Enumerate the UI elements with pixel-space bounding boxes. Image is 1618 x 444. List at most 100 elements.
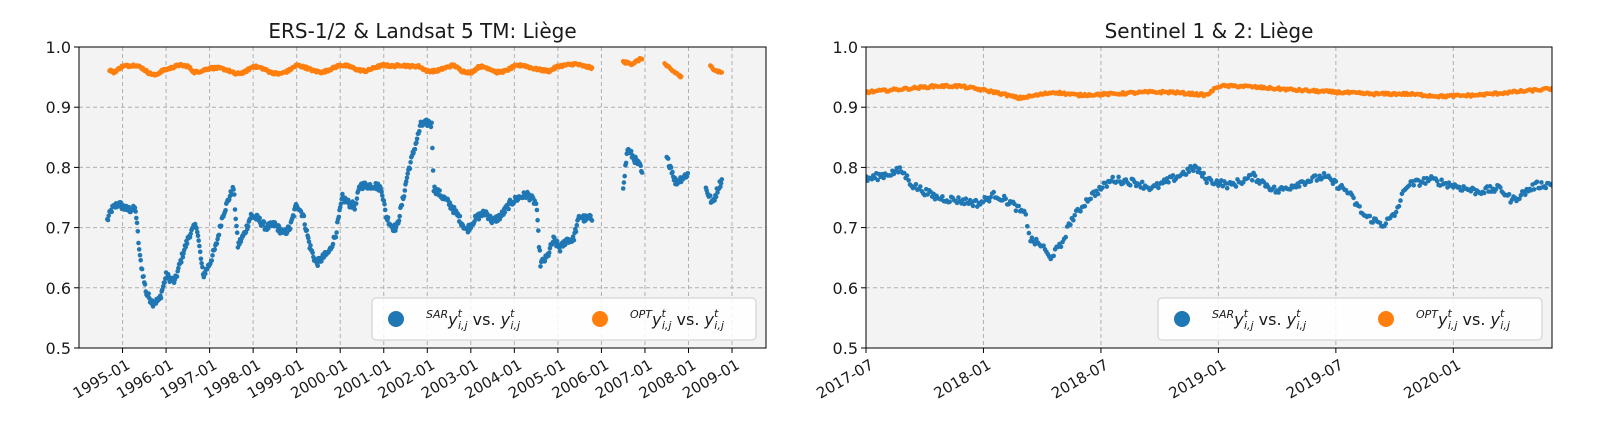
data-point-sar (1128, 183, 1133, 188)
data-point-sar (1555, 180, 1560, 185)
data-point-sar (571, 237, 577, 243)
data-point-sar (1583, 182, 1588, 187)
data-point-sar (200, 264, 205, 270)
data-point-sar (162, 280, 167, 285)
data-point-sar (573, 229, 579, 235)
data-point-sar (105, 217, 111, 223)
data-point-sar (542, 258, 548, 264)
y-tick-label: 1.0 (833, 38, 858, 57)
data-point-sar (337, 205, 343, 210)
data-point-sar (1577, 180, 1582, 185)
data-point-opt (719, 70, 725, 75)
data-point-sar (570, 234, 576, 239)
data-point-sar (1554, 182, 1559, 187)
data-point-sar (382, 201, 387, 207)
data-point-sar (142, 282, 148, 287)
data-point-sar (1072, 213, 1077, 218)
data-point-sar (212, 247, 217, 252)
data-point-sar (1586, 183, 1591, 188)
data-point-sar (1592, 185, 1597, 190)
data-point-sar (302, 222, 308, 227)
data-point-opt (1586, 84, 1591, 89)
data-point-opt (1601, 83, 1606, 88)
data-point-sar (476, 217, 482, 222)
data-point-sar (536, 228, 541, 233)
data-point-sar (1579, 182, 1584, 187)
data-point-sar (381, 198, 387, 203)
data-point-sar (534, 207, 540, 213)
data-point-sar (380, 193, 385, 198)
data-point-sar (430, 145, 435, 151)
data-point-sar (970, 203, 976, 209)
data-point-sar (1383, 221, 1389, 226)
data-point-opt (1579, 85, 1584, 90)
data-point-sar (1531, 187, 1537, 192)
data-point-sar (109, 209, 114, 215)
legend-marker-opt (592, 311, 608, 327)
data-point-sar (1016, 203, 1021, 209)
data-point-opt (1599, 83, 1604, 88)
data-point-sar (412, 146, 418, 152)
data-point-sar (1393, 209, 1399, 215)
data-point-opt (1605, 83, 1610, 88)
y-tick-label: 0.7 (833, 219, 858, 238)
data-point-sar (306, 239, 312, 245)
data-point-sar (401, 194, 407, 199)
data-point-sar (1561, 184, 1566, 189)
data-point-opt (1598, 82, 1603, 87)
data-point-sar (1214, 178, 1220, 183)
chart-title: Sentinel 1 & 2: Liège (1105, 19, 1314, 43)
data-point-sar (397, 213, 403, 219)
data-point-sar (621, 180, 627, 185)
x-tick-label: 2018-07 (1048, 356, 1111, 403)
data-point-opt (1567, 84, 1572, 89)
data-point-sar (1104, 184, 1110, 189)
data-point-sar (1191, 168, 1196, 173)
data-point-sar (1434, 178, 1440, 184)
data-point-sar (184, 241, 190, 246)
data-point-sar (1498, 185, 1503, 190)
data-point-opt (1571, 86, 1576, 91)
data-point-sar (1201, 170, 1206, 176)
data-point-sar (231, 187, 236, 192)
data-point-sar (1599, 183, 1604, 188)
data-point-sar (429, 120, 434, 126)
data-point-sar (973, 197, 979, 203)
data-point-sar (1088, 196, 1093, 202)
data-point-sar (1333, 179, 1339, 184)
data-point-sar (1580, 180, 1585, 185)
data-point-sar (506, 206, 511, 212)
data-point-sar (1543, 185, 1549, 191)
data-point-sar (1204, 180, 1209, 186)
data-point-sar (417, 129, 422, 134)
data-point-opt (1585, 84, 1590, 89)
x-tick-label: 2019-01 (1166, 356, 1229, 403)
data-point-sar (1271, 184, 1277, 190)
legend-marker-sar (388, 311, 404, 327)
data-point-sar (1439, 177, 1444, 183)
data-point-sar (547, 245, 553, 251)
data-point-sar (1569, 183, 1574, 188)
data-point-sar (139, 266, 145, 272)
data-point-sar (338, 201, 344, 207)
data-point-opt (1561, 86, 1566, 91)
data-point-sar (1564, 178, 1569, 183)
data-point-opt (1602, 83, 1607, 88)
data-point-sar (1481, 190, 1487, 196)
data-point-sar (457, 213, 463, 219)
data-point-opt (1608, 82, 1613, 87)
data-point-sar (1139, 179, 1145, 185)
data-point-sar (216, 232, 222, 238)
data-point-sar (1224, 185, 1230, 191)
data-point-sar (1392, 213, 1397, 219)
data-point-sar (195, 229, 200, 235)
legend-label-sar: SARyt i,j vs. yt i,j (1212, 307, 1307, 332)
data-point-opt (639, 57, 645, 62)
data-point-sar (1071, 217, 1076, 223)
data-point-sar (1608, 187, 1613, 192)
data-point-sar (639, 170, 645, 175)
data-point-sar (1493, 187, 1499, 192)
data-point-sar (1370, 220, 1375, 225)
data-point-sar (1567, 184, 1572, 189)
data-point-sar (310, 250, 315, 256)
